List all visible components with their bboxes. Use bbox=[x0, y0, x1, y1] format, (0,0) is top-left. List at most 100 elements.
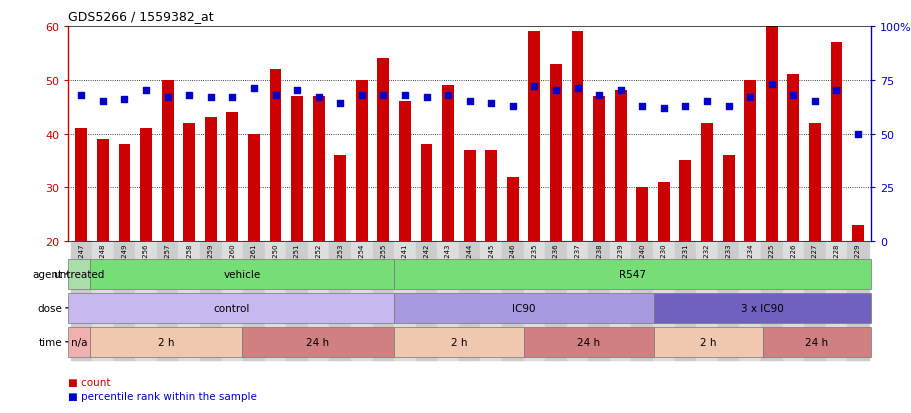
Point bbox=[268, 92, 282, 99]
Point bbox=[548, 88, 563, 95]
Bar bbox=[334, 156, 346, 242]
Bar bbox=[739, 242, 760, 360]
Bar bbox=[248, 134, 260, 242]
Bar bbox=[377, 59, 389, 242]
Bar bbox=[824, 242, 846, 360]
Bar bbox=[804, 242, 824, 360]
Point bbox=[246, 86, 261, 93]
Bar bbox=[679, 161, 691, 242]
Bar bbox=[161, 81, 173, 242]
Point bbox=[333, 101, 347, 107]
Text: 24 h: 24 h bbox=[577, 337, 599, 347]
Bar bbox=[760, 242, 782, 360]
Text: 2 h: 2 h bbox=[158, 337, 174, 347]
Text: untreated: untreated bbox=[54, 269, 105, 279]
Bar bbox=[549, 64, 561, 242]
Point bbox=[527, 84, 541, 90]
Bar bbox=[92, 242, 114, 360]
Bar bbox=[695, 242, 717, 360]
Bar bbox=[135, 242, 157, 360]
Bar bbox=[480, 242, 501, 360]
Bar bbox=[786, 75, 798, 242]
Bar bbox=[355, 81, 367, 242]
Bar bbox=[420, 145, 432, 242]
Bar bbox=[630, 242, 652, 360]
Bar bbox=[722, 156, 733, 242]
Point bbox=[462, 99, 476, 105]
Point bbox=[742, 95, 757, 101]
Bar bbox=[501, 242, 523, 360]
Point bbox=[678, 103, 692, 109]
Point bbox=[763, 81, 778, 88]
Point bbox=[74, 92, 88, 99]
Text: dose: dose bbox=[37, 303, 62, 313]
Bar bbox=[652, 242, 674, 360]
Bar bbox=[179, 242, 200, 360]
Point bbox=[656, 105, 670, 112]
Point bbox=[721, 103, 735, 109]
Point bbox=[203, 95, 218, 101]
Point bbox=[484, 101, 498, 107]
Bar bbox=[399, 102, 411, 242]
Text: 3 x IC90: 3 x IC90 bbox=[741, 303, 783, 313]
Bar bbox=[264, 242, 286, 360]
Bar bbox=[782, 242, 804, 360]
Point bbox=[181, 92, 196, 99]
Bar bbox=[140, 129, 152, 242]
Bar bbox=[592, 97, 604, 242]
Bar bbox=[743, 81, 755, 242]
Bar bbox=[830, 43, 842, 242]
Bar bbox=[351, 242, 373, 360]
Bar bbox=[437, 242, 458, 360]
Bar bbox=[527, 32, 539, 242]
Point bbox=[828, 88, 843, 95]
Text: R547: R547 bbox=[619, 269, 645, 279]
Bar bbox=[76, 129, 87, 242]
Text: vehicle: vehicle bbox=[223, 269, 261, 279]
Bar bbox=[373, 242, 394, 360]
Bar bbox=[270, 70, 281, 242]
Bar bbox=[717, 242, 739, 360]
Point bbox=[138, 88, 153, 95]
Text: 24 h: 24 h bbox=[804, 337, 827, 347]
Point bbox=[569, 86, 584, 93]
Bar bbox=[485, 150, 496, 242]
Point bbox=[118, 97, 132, 103]
Bar bbox=[114, 242, 135, 360]
Point bbox=[634, 103, 649, 109]
Bar bbox=[588, 242, 609, 360]
Point bbox=[613, 88, 628, 95]
Bar bbox=[221, 242, 243, 360]
Text: n/a: n/a bbox=[71, 337, 87, 347]
Bar bbox=[118, 145, 130, 242]
Text: IC90: IC90 bbox=[512, 303, 535, 313]
Bar bbox=[701, 123, 712, 242]
Bar bbox=[846, 242, 868, 360]
Point bbox=[785, 92, 800, 99]
Text: agent: agent bbox=[32, 269, 62, 279]
Point bbox=[440, 92, 455, 99]
Point bbox=[699, 99, 713, 105]
Bar bbox=[851, 225, 863, 242]
Bar bbox=[657, 183, 669, 242]
Bar bbox=[70, 242, 92, 360]
Point bbox=[160, 95, 175, 101]
Text: ■ percentile rank within the sample: ■ percentile rank within the sample bbox=[68, 392, 257, 401]
Point bbox=[850, 131, 865, 138]
Point bbox=[806, 99, 821, 105]
Bar bbox=[523, 242, 545, 360]
Bar bbox=[329, 242, 351, 360]
Bar bbox=[442, 86, 454, 242]
Bar bbox=[394, 242, 415, 360]
Point bbox=[397, 92, 412, 99]
Bar bbox=[571, 32, 583, 242]
Point bbox=[591, 92, 606, 99]
Point bbox=[354, 92, 369, 99]
Point bbox=[311, 95, 325, 101]
Text: control: control bbox=[212, 303, 249, 313]
Point bbox=[290, 88, 304, 95]
Bar bbox=[312, 97, 324, 242]
Point bbox=[375, 92, 390, 99]
Bar bbox=[458, 242, 480, 360]
Bar bbox=[765, 27, 777, 242]
